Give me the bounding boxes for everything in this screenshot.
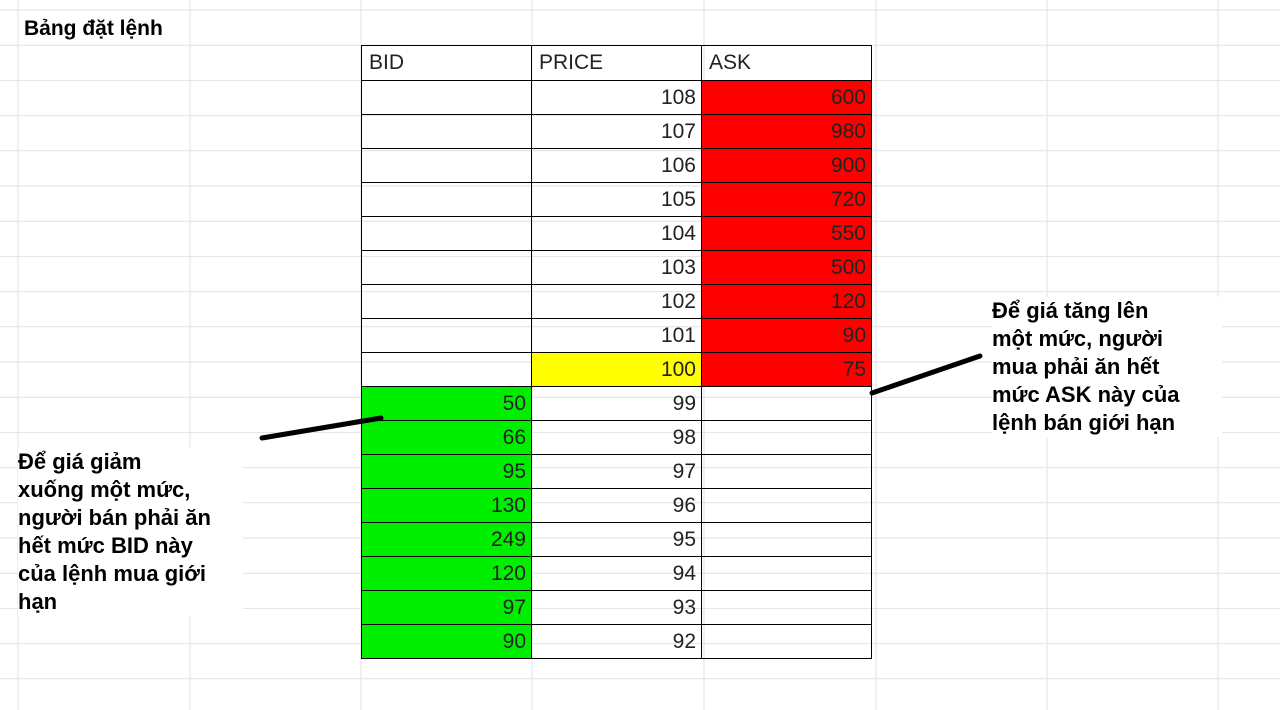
ask-cell[interactable]: 90 [701, 318, 872, 353]
ask-cell[interactable]: 550 [701, 216, 872, 251]
order-book-row: 130 96 [361, 488, 872, 523]
ask-cell[interactable] [701, 522, 872, 557]
price-cell[interactable]: 108 [531, 80, 702, 115]
price-cell[interactable]: 97 [531, 454, 702, 489]
bid-cell[interactable] [361, 148, 532, 183]
ask-cell[interactable] [701, 386, 872, 421]
price-cell[interactable]: 101 [531, 318, 702, 353]
bid-column-header[interactable]: BID [361, 45, 532, 81]
price-cell[interactable]: 92 [531, 624, 702, 659]
bid-cell[interactable] [361, 114, 532, 149]
note-line: hết mức BID này [18, 533, 193, 558]
order-book-body: 108 600 107 980 106 900 105 720 104 550 103 500 102 1… [361, 80, 872, 659]
ask-cell[interactable]: 500 [701, 250, 872, 285]
order-book-row: 120 94 [361, 556, 872, 591]
ask-cell[interactable] [701, 488, 872, 523]
ask-cell[interactable]: 900 [701, 148, 872, 183]
price-cell[interactable]: 106 [531, 148, 702, 183]
order-book-row: 97 93 [361, 590, 872, 625]
price-cell[interactable]: 94 [531, 556, 702, 591]
price-cell[interactable]: 104 [531, 216, 702, 251]
order-book-row: 100 75 [361, 352, 872, 387]
order-book-row: 249 95 [361, 522, 872, 557]
ask-cell[interactable]: 120 [701, 284, 872, 319]
sheet-title: Bảng đặt lệnh [24, 17, 163, 40]
ask-cell[interactable]: 75 [701, 352, 872, 387]
ask-cell[interactable]: 980 [701, 114, 872, 149]
order-book-row: 104 550 [361, 216, 872, 251]
note-line: một mức, người [992, 326, 1163, 351]
ask-cell[interactable]: 600 [701, 80, 872, 115]
price-cell[interactable]: 95 [531, 522, 702, 557]
note-line: hạn [18, 589, 58, 614]
bid-cell[interactable]: 66 [361, 420, 532, 455]
order-book-row: 107 980 [361, 114, 872, 149]
bid-cell[interactable]: 120 [361, 556, 532, 591]
bid-cell[interactable]: 97 [361, 590, 532, 625]
ask-cell[interactable] [701, 590, 872, 625]
bid-cell[interactable] [361, 80, 532, 115]
note-line: của lệnh mua giới [18, 561, 207, 586]
order-book-row: 90 92 [361, 624, 872, 659]
price-cell[interactable]: 105 [531, 182, 702, 217]
header-row: BID PRICE ASK [361, 45, 872, 81]
order-book-row: 105 720 [361, 182, 872, 217]
order-book-table: BID PRICE ASK 108 600 107 980 106 900 105 720 10… [361, 45, 872, 659]
price-cell[interactable]: 96 [531, 488, 702, 523]
bid-explanation-note: Để giá giảm xuống một mức, người bán phải … [18, 448, 243, 616]
bid-cell[interactable] [361, 182, 532, 217]
note-line: mức ASK này của [992, 382, 1180, 407]
bid-cell[interactable]: 90 [361, 624, 532, 659]
ask-cell[interactable] [701, 454, 872, 489]
price-cell[interactable]: 99 [531, 386, 702, 421]
ask-cell[interactable]: 720 [701, 182, 872, 217]
ask-column-header[interactable]: ASK [701, 45, 872, 81]
price-cell[interactable]: 93 [531, 590, 702, 625]
note-line: Để giá giảm [18, 449, 142, 474]
order-book-row: 103 500 [361, 250, 872, 285]
order-book-row: 66 98 [361, 420, 872, 455]
note-line: người bán phải ăn [18, 505, 211, 530]
price-cell[interactable]: 103 [531, 250, 702, 285]
ask-cell[interactable] [701, 420, 872, 455]
order-book-row: 50 99 [361, 386, 872, 421]
order-book-row: 108 600 [361, 80, 872, 115]
bid-cell[interactable]: 249 [361, 522, 532, 557]
note-line: xuống một mức, [18, 477, 191, 502]
ask-explanation-note: Để giá tăng lên một mức, người mua phải ăn… [992, 297, 1222, 437]
note-line: mua phải ăn hết [992, 354, 1160, 379]
order-book-row: 95 97 [361, 454, 872, 489]
note-line: Để giá tăng lên [992, 298, 1149, 323]
price-cell[interactable]: 102 [531, 284, 702, 319]
ask-cell[interactable] [701, 556, 872, 591]
bid-cell[interactable] [361, 216, 532, 251]
bid-cell[interactable]: 95 [361, 454, 532, 489]
bid-cell[interactable] [361, 284, 532, 319]
price-cell[interactable]: 107 [531, 114, 702, 149]
price-cell[interactable]: 98 [531, 420, 702, 455]
price-column-header[interactable]: PRICE [531, 45, 702, 81]
order-book-row: 106 900 [361, 148, 872, 183]
bid-cell[interactable]: 50 [361, 386, 532, 421]
order-book-row: 102 120 [361, 284, 872, 319]
bid-cell[interactable] [361, 318, 532, 353]
price-cell[interactable]: 100 [531, 352, 702, 387]
bid-cell[interactable] [361, 250, 532, 285]
note-line: lệnh bán giới hạn [992, 410, 1176, 435]
ask-cell[interactable] [701, 624, 872, 659]
bid-cell[interactable]: 130 [361, 488, 532, 523]
order-book-row: 101 90 [361, 318, 872, 353]
bid-cell[interactable] [361, 352, 532, 387]
